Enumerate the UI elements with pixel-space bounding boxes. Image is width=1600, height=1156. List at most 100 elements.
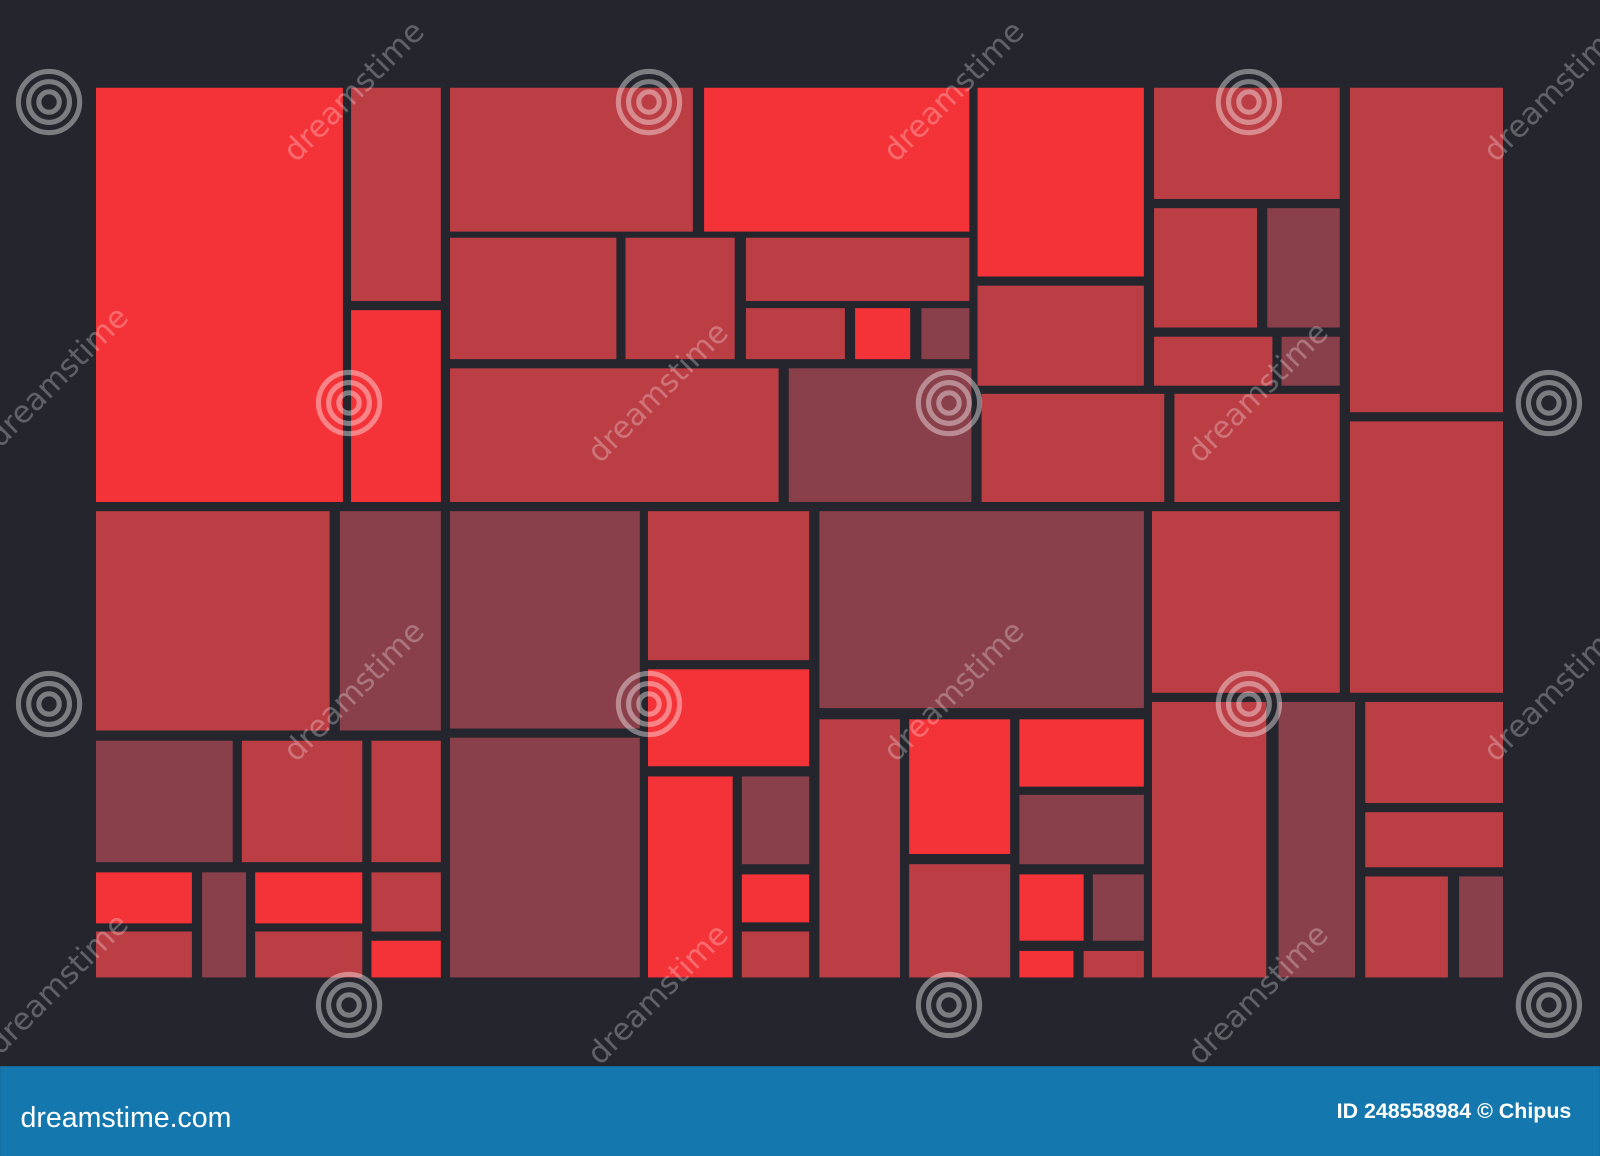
tile bbox=[647, 776, 733, 978]
watermark-swirl bbox=[1515, 971, 1583, 1039]
tile bbox=[745, 308, 845, 360]
tile bbox=[450, 368, 779, 502]
tile bbox=[450, 737, 640, 978]
watermark-swirl bbox=[626, 79, 672, 125]
watermark-swirl bbox=[26, 681, 73, 727]
tile bbox=[450, 237, 617, 360]
tile bbox=[450, 87, 693, 232]
tile bbox=[741, 874, 810, 923]
watermark-swirl bbox=[1525, 380, 1572, 426]
tile bbox=[625, 237, 735, 360]
tile bbox=[977, 285, 1144, 386]
watermark-swirl bbox=[1225, 681, 1272, 727]
tile bbox=[745, 237, 970, 301]
tile bbox=[1154, 87, 1340, 199]
tile bbox=[371, 740, 441, 863]
tile bbox=[741, 776, 810, 865]
watermark-swirl bbox=[336, 992, 362, 1018]
tile bbox=[371, 872, 441, 932]
tile-group bbox=[95, 87, 1503, 978]
tile bbox=[241, 740, 363, 863]
tile bbox=[819, 719, 900, 978]
watermark-swirl bbox=[936, 390, 962, 416]
tile bbox=[1281, 336, 1340, 386]
watermark-swirl bbox=[1525, 982, 1572, 1028]
watermark-swirl bbox=[926, 982, 972, 1028]
footer-bar bbox=[0, 1066, 1600, 1156]
tile bbox=[255, 872, 363, 924]
watermark-swirl bbox=[326, 982, 372, 1028]
tile bbox=[1267, 208, 1340, 328]
watermark-swirl bbox=[36, 89, 62, 115]
tile bbox=[371, 940, 441, 978]
watermark-swirl bbox=[1536, 992, 1562, 1018]
tile bbox=[95, 872, 192, 924]
watermark-swirl bbox=[1225, 79, 1272, 125]
tile bbox=[255, 931, 363, 978]
watermark-swirl bbox=[636, 89, 662, 115]
tile bbox=[855, 308, 911, 360]
tile bbox=[1278, 701, 1356, 978]
watermark-swirl bbox=[1536, 390, 1562, 416]
tile bbox=[909, 719, 1011, 854]
watermark-swirl bbox=[936, 992, 962, 1018]
tile bbox=[1365, 701, 1503, 803]
tile bbox=[977, 87, 1144, 277]
tile bbox=[921, 308, 970, 360]
watermark-swirl bbox=[915, 971, 983, 1039]
tile bbox=[1365, 812, 1503, 868]
tile bbox=[1019, 950, 1074, 978]
watermark-swirl bbox=[15, 670, 83, 738]
tile bbox=[1349, 87, 1503, 413]
tile bbox=[1365, 876, 1448, 978]
watermark-swirl bbox=[315, 971, 383, 1039]
watermark-swirl bbox=[615, 670, 683, 738]
tile bbox=[95, 87, 343, 502]
tile bbox=[819, 511, 1144, 709]
tile bbox=[1083, 950, 1144, 978]
tile bbox=[351, 87, 441, 301]
watermark-swirl bbox=[336, 390, 362, 416]
tile bbox=[704, 87, 970, 232]
tile bbox=[1154, 336, 1273, 386]
tile bbox=[647, 511, 810, 661]
watermark-swirl bbox=[615, 68, 683, 136]
footer-credit: ID 248558984 © Chipus bbox=[1337, 1099, 1572, 1123]
tile bbox=[1459, 876, 1503, 978]
tile bbox=[1092, 874, 1144, 941]
tile bbox=[95, 740, 233, 863]
tile bbox=[95, 511, 330, 731]
tile bbox=[95, 931, 192, 978]
tile bbox=[647, 669, 810, 767]
tile bbox=[1019, 874, 1084, 941]
tile bbox=[450, 511, 640, 729]
watermark-swirl bbox=[926, 380, 972, 426]
watermark-swirl bbox=[1515, 369, 1583, 437]
tile bbox=[1152, 701, 1267, 978]
watermark-swirl bbox=[1215, 670, 1283, 738]
watermark-swirl bbox=[315, 369, 383, 437]
tile bbox=[1349, 421, 1503, 693]
watermark-swirl bbox=[1236, 89, 1262, 115]
tile bbox=[1154, 208, 1258, 328]
tile bbox=[741, 931, 810, 978]
watermark-swirl bbox=[26, 79, 73, 125]
tile bbox=[339, 511, 441, 731]
watermark-swirl bbox=[915, 369, 983, 437]
watermark-swirl bbox=[1236, 691, 1262, 717]
tile bbox=[351, 310, 441, 502]
watermark-swirl bbox=[1215, 68, 1283, 136]
tile bbox=[1174, 393, 1340, 502]
watermark-swirl bbox=[15, 68, 83, 136]
footer-site: dreamstime.com bbox=[20, 1102, 231, 1134]
tile bbox=[202, 872, 246, 978]
watermark-swirl bbox=[36, 691, 62, 717]
tile bbox=[788, 368, 972, 502]
tile bbox=[1019, 719, 1144, 787]
tile bbox=[1152, 511, 1340, 693]
tile bbox=[981, 393, 1165, 502]
watermark-swirl bbox=[636, 691, 662, 717]
watermark-swirl bbox=[626, 681, 672, 727]
